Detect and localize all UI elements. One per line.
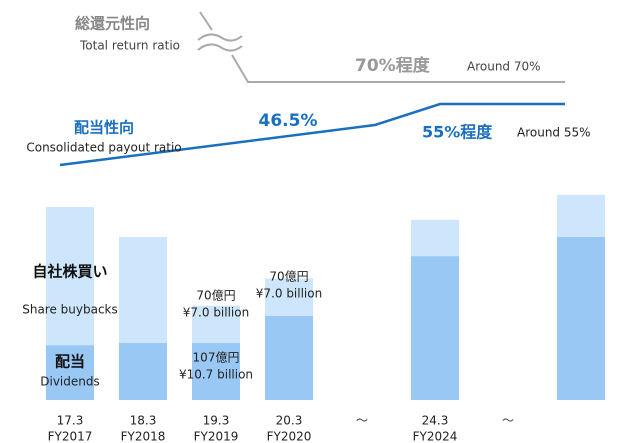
- value-label: 70億円: [269, 270, 308, 284]
- x-tick-label: 19.3: [203, 414, 230, 428]
- payout-value: 46.5%: [259, 111, 318, 131]
- value-label-en: ¥7.0 billion: [183, 306, 249, 320]
- value-label: 107億円: [193, 350, 240, 364]
- total-return-line: [197, 11, 565, 83]
- total-en: Total return ratio: [79, 39, 180, 53]
- bar-segment: [119, 236, 167, 343]
- bar-segment: [192, 342, 240, 400]
- value-label: 70億円: [196, 289, 235, 303]
- x-tick-label: 18.3: [130, 414, 157, 428]
- bar-segment: [46, 207, 94, 346]
- value-label-en: ¥7.0 billion: [256, 287, 322, 301]
- value-label-en: ¥10.7 billion: [179, 367, 253, 381]
- x-tick-label-fy: FY2017: [48, 430, 93, 443]
- bar-segment: [265, 278, 313, 316]
- bar-segment: [557, 236, 605, 400]
- legend-dividend: 配当: [55, 353, 85, 371]
- bar-segment: [411, 219, 459, 257]
- x-tick-label-fy: FY2020: [267, 430, 312, 443]
- payout-line: [59, 102, 565, 167]
- total-target-en: Around 70%: [467, 60, 541, 74]
- payout-ja: 配当性向: [74, 119, 134, 137]
- x-tick-label: 24.3: [422, 414, 449, 428]
- x-tick-label: 20.3: [276, 414, 303, 428]
- x-tick-label: 17.3: [57, 414, 84, 428]
- bar-segment: [265, 315, 313, 400]
- lines: [59, 11, 565, 167]
- x-tick-label-fy: FY2024: [413, 430, 458, 443]
- payout-target-en: Around 55%: [517, 126, 591, 140]
- bar-segment: [557, 194, 605, 237]
- bar-segment: [119, 342, 167, 400]
- bar-segment: [411, 256, 459, 400]
- legend-buyback: 自社株買い: [32, 263, 107, 281]
- x-tick-label-fy: FY2019: [194, 430, 239, 443]
- bar-segment: [46, 345, 94, 400]
- legend-dividend-en: Dividends: [40, 375, 99, 389]
- total-ja: 総還元性向: [75, 15, 150, 33]
- total-target: 70%程度: [355, 55, 431, 76]
- x-tick-label: 〜: [502, 414, 514, 428]
- x-tick-label: 〜: [356, 414, 368, 428]
- x-tick-label-fy: FY2018: [121, 430, 166, 443]
- bar-segment: [192, 305, 240, 343]
- payout-en: Consolidated payout ratio: [26, 141, 181, 155]
- payout-target: 55%程度: [422, 123, 493, 142]
- legend-buyback-en: Share buybacks: [22, 303, 118, 317]
